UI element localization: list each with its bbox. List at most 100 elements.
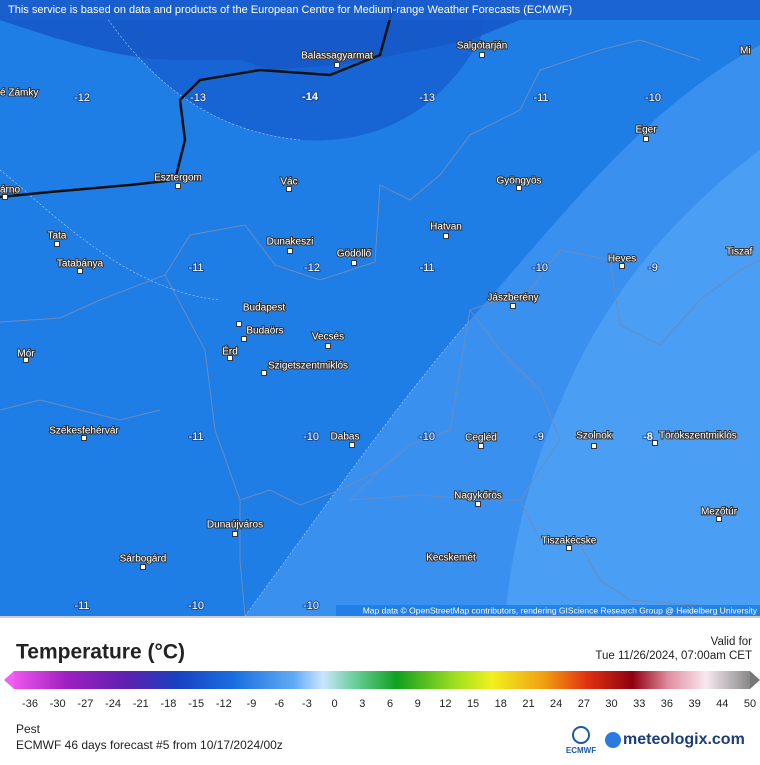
city-dot (287, 248, 293, 254)
city-label: Heves (608, 254, 636, 265)
temperature-label: -13 (190, 92, 206, 104)
map: This service is based on data and produc… (0, 0, 760, 617)
colorbar-tick: 30 (605, 698, 617, 710)
colorbar-tick: 24 (550, 698, 562, 710)
brand: meteologix.com (623, 731, 745, 748)
city-dot (77, 268, 83, 274)
city-dot (478, 443, 484, 449)
city-label: Nagykőrös (454, 491, 502, 502)
colorbar-tick: 18 (495, 698, 507, 710)
city-label: Gyöngyös (496, 176, 541, 187)
city-label: Törökszentmiklós (659, 431, 737, 442)
city-label: Dabas (331, 432, 360, 443)
temperature-label: -10 (303, 600, 319, 612)
city-label: Sárbogárd (120, 554, 167, 565)
colorbar-tick: 12 (439, 698, 451, 710)
city-label: árno (0, 185, 20, 196)
city-dot (479, 52, 485, 58)
temperature-label: -10 (188, 600, 204, 612)
colorbar-tick: -30 (50, 698, 66, 710)
notice-bar (0, 0, 760, 20)
colorbar-tick: -3 (302, 698, 312, 710)
temperature-label: -11 (74, 600, 89, 612)
city-dot (175, 183, 181, 189)
city-dot (516, 185, 522, 191)
notice: This service is based on data and produc… (8, 4, 572, 16)
city-dot (23, 357, 29, 363)
city-dot (643, 136, 649, 142)
city-dot (652, 440, 658, 446)
city-label: Vecsés (312, 332, 344, 343)
city-label: Mezőtúr (701, 507, 738, 518)
city-dot (286, 186, 292, 192)
city-dot (619, 263, 625, 269)
city-label: Vác (280, 177, 297, 188)
temperature-label: -9 (648, 262, 658, 274)
city-label: Mi (740, 46, 751, 57)
colorbar-tick: 21 (522, 698, 534, 710)
colorbar-low (4, 671, 14, 689)
city-dot (591, 443, 597, 449)
colorbar-tick: 27 (578, 698, 590, 710)
city-dot (716, 516, 722, 522)
colorbar-tick: 33 (633, 698, 645, 710)
ecmwf-icon (572, 726, 590, 744)
city-dot (236, 321, 242, 327)
valid-label: Valid for (711, 636, 753, 648)
city-label: Kecskemét (426, 553, 476, 564)
colorbar-tick: -6 (274, 698, 284, 710)
colorbar-tick: 44 (716, 698, 728, 710)
colorbar-tick: 39 (688, 698, 700, 710)
city-label: Eger (635, 125, 657, 136)
city-label: Tata (48, 231, 67, 242)
city-dot (351, 260, 357, 266)
city-label: Salgótarján (457, 41, 508, 52)
temperature-label: -10 (419, 431, 435, 443)
temperature-label: -13 (419, 92, 435, 104)
city-dot (443, 233, 449, 239)
city-label: Gödöllő (337, 249, 372, 260)
legend-title: Temperature (°C) (16, 641, 185, 664)
city-dot (475, 501, 481, 507)
county-border (0, 39, 760, 617)
colorbar-tick: 36 (661, 698, 673, 710)
colorbar-tick: -24 (105, 698, 121, 710)
temperature-label: -11 (188, 431, 203, 443)
temperature-label: -10 (532, 262, 548, 274)
colorbar-tick: -18 (161, 698, 177, 710)
temperature-label: -9 (534, 431, 544, 443)
colorbar-tick: -21 (133, 698, 149, 710)
model: ECMWF 46 days forecast #5 from 10/17/202… (16, 738, 283, 752)
colorbar-tick: 50 (744, 698, 756, 710)
colorbar-tick: -36 (22, 698, 38, 710)
colorbar-tick: -27 (77, 698, 93, 710)
colorbar-tick: 0 (332, 698, 338, 710)
city-dot (510, 303, 516, 309)
isotherm (0, 0, 471, 617)
temperature-label: -8 (643, 431, 653, 443)
colorbar-tick: -9 (247, 698, 257, 710)
ecmwf-logo: ECMWF (566, 746, 596, 755)
temperature-label: -11 (419, 262, 434, 274)
city-dot (325, 343, 331, 349)
city-label: Budapest (243, 303, 285, 314)
temperature-label: -11 (188, 262, 203, 274)
city-label: Dunaújváros (207, 520, 263, 531)
city-dot (227, 355, 233, 361)
city-label: Cegléd (465, 433, 497, 444)
temperature-label: -10 (645, 92, 661, 104)
colorbar-tick: -15 (188, 698, 204, 710)
city-dot (81, 435, 87, 441)
brand-icon (605, 732, 621, 748)
city-label: é Zámky (0, 88, 38, 99)
colorbar (14, 671, 750, 689)
city-dot (241, 336, 247, 342)
city-dot (140, 564, 146, 570)
city-label: Esztergom (154, 173, 202, 184)
city-label: Szolnok (576, 431, 613, 442)
city-dot (566, 545, 572, 551)
attribution: Map data © OpenStreetMap contributors, r… (363, 605, 758, 615)
temperature-label: -12 (304, 262, 320, 274)
city-dot (2, 194, 8, 200)
